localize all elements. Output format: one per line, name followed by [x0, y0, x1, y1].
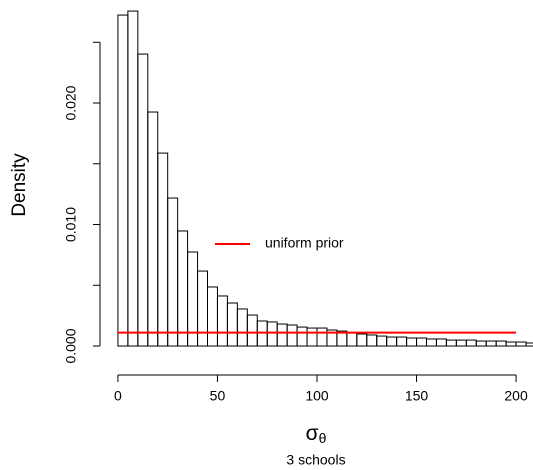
- bar: [346, 332, 358, 347]
- x-tick-label: 50: [210, 388, 226, 404]
- bar: [147, 111, 159, 347]
- bar: [356, 333, 368, 347]
- bar: [475, 340, 487, 347]
- bar: [137, 53, 149, 347]
- bar: [177, 230, 189, 347]
- bar: [455, 339, 467, 347]
- bar: [306, 327, 318, 347]
- bar: [366, 334, 378, 347]
- x-tick-label: 150: [405, 388, 429, 404]
- bar: [197, 270, 209, 347]
- bar: [246, 314, 258, 347]
- x-axis-subscript: θ: [319, 430, 327, 446]
- bar: [445, 339, 457, 347]
- bar: [216, 295, 228, 347]
- y-tick-label: 0.000: [63, 328, 79, 363]
- bar: [465, 339, 477, 347]
- bar: [157, 152, 169, 347]
- y-tick-label: 0.020: [63, 85, 79, 120]
- x-axis-symbol: σ: [306, 422, 319, 445]
- bar: [117, 14, 129, 347]
- x-tick-label: 0: [114, 388, 122, 404]
- x-axis-title: σθ: [306, 422, 327, 446]
- legend-label: uniform prior: [265, 235, 344, 251]
- bar: [406, 337, 418, 347]
- y-tick-label: 0.010: [63, 207, 79, 242]
- subtitle: 3 schools: [286, 452, 345, 468]
- x-tick-label: 200: [504, 388, 528, 404]
- bar: [226, 302, 238, 347]
- bar: [505, 341, 517, 347]
- bar: [376, 335, 388, 347]
- bar: [396, 336, 408, 347]
- bar: [296, 326, 308, 347]
- bar: [127, 10, 139, 347]
- bar: [525, 342, 533, 347]
- bar: [207, 286, 218, 347]
- y-axis-title: Density: [9, 153, 30, 217]
- bar: [286, 324, 298, 347]
- bar: [416, 337, 427, 347]
- bar: [485, 340, 497, 347]
- bar: [276, 323, 288, 347]
- bar: [167, 197, 179, 347]
- x-tick-label: 100: [305, 388, 329, 404]
- bar: [495, 340, 507, 347]
- bar: [386, 336, 398, 347]
- bar: [316, 327, 328, 347]
- bar: [515, 341, 527, 347]
- bar: [236, 308, 248, 347]
- bar: [435, 338, 447, 347]
- bar: [425, 338, 437, 347]
- bar: [266, 321, 278, 347]
